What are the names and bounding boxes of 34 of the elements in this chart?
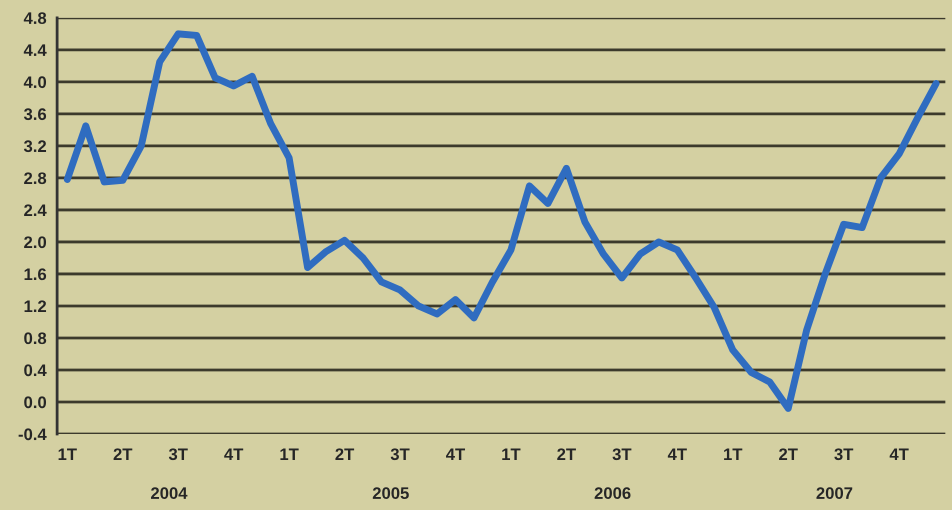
- y-tick-label: 0.8: [24, 332, 46, 344]
- x-tick-label: 1T: [58, 448, 77, 460]
- y-tick-label: -0.4: [18, 428, 47, 440]
- x-tick-label: 1T: [502, 448, 520, 460]
- x-tick-label: 4T: [446, 448, 466, 460]
- x-tick-label: 3T: [834, 448, 854, 460]
- x-tick-label: 1T: [280, 448, 299, 460]
- x-tick-label: 3T: [168, 448, 188, 460]
- x-tick-label: 3T: [612, 448, 632, 460]
- text: 2007: [816, 487, 852, 500]
- y-tick-label: 1.2: [24, 300, 46, 312]
- y-tick-label: 2.4: [24, 204, 47, 216]
- x-tick-label: 2T: [335, 448, 354, 460]
- text: 2005: [372, 487, 409, 500]
- y-tick-label: 4.8: [24, 12, 46, 24]
- y-tick-label: 0.0: [24, 396, 46, 408]
- y-tick-label: 2.0: [24, 236, 46, 248]
- y-tick-label: 4.4: [24, 44, 47, 56]
- x-tick-label: 4T: [890, 448, 909, 460]
- text: 2006: [594, 487, 631, 500]
- y-tick-label: 2.8: [24, 172, 46, 184]
- text: 2004: [150, 487, 188, 500]
- y-tick-label: 3.6: [24, 108, 46, 120]
- y-tick-label: 1.6: [24, 268, 46, 280]
- x-tick-label: 2T: [114, 448, 132, 460]
- y-tick-label: 0.4: [24, 364, 47, 376]
- y-tick-label: 3.2: [24, 140, 46, 152]
- x-tick-label: 4T: [668, 448, 687, 460]
- x-tick-label: 2T: [779, 448, 798, 460]
- x-tick-label: 1T: [724, 448, 742, 460]
- x-tick-label: 2T: [557, 448, 576, 460]
- x-tick-label: 4T: [224, 448, 244, 460]
- x-tick-label: 3T: [390, 448, 410, 460]
- y-tick-label: 4.0: [24, 76, 46, 88]
